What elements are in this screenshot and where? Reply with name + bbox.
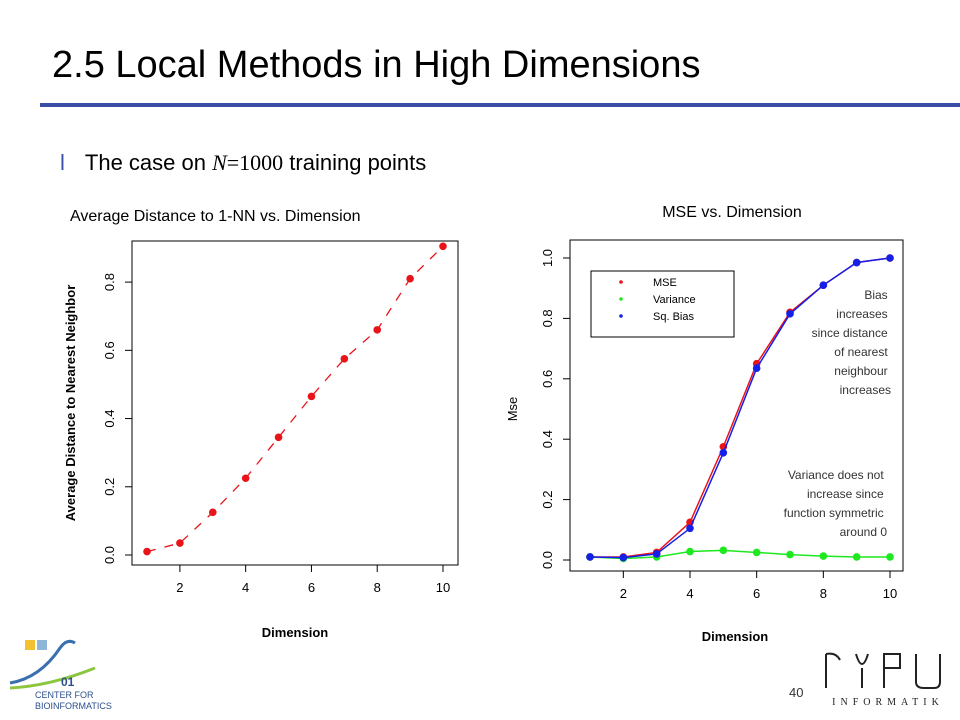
x-tick-label: 2 — [176, 580, 183, 595]
annotation-bias: Bias increases since distance of nearest… — [812, 288, 891, 397]
bullet-math-eq: =1000 — [226, 150, 284, 175]
y-tick-label: 0.6 — [102, 341, 117, 359]
y-axis-label: Mse — [505, 397, 520, 422]
data-point — [406, 274, 414, 283]
data-point — [686, 547, 694, 556]
legend-marker — [619, 297, 623, 301]
logo-left-line1: CENTER FOR — [35, 690, 94, 700]
legend-marker — [619, 314, 623, 318]
page-number: 40 — [789, 685, 804, 700]
bullet-math-var: N — [212, 150, 227, 175]
data-point — [786, 310, 794, 318]
data-point — [719, 546, 728, 555]
x-tick-label: 6 — [753, 586, 760, 601]
data-point — [886, 553, 894, 561]
bullet-marker: l — [60, 150, 65, 175]
data-point — [819, 281, 828, 289]
bullet-item: l The case on N =1000 training points — [60, 150, 426, 176]
nn-distance-chart: Average Distance to 1-NN vs. Dimension 2… — [63, 208, 459, 640]
x-tick-label: 4 — [686, 586, 693, 601]
x-tick-label: 8 — [820, 586, 827, 601]
data-point — [752, 364, 761, 373]
data-point — [340, 355, 349, 363]
data-point — [241, 474, 250, 483]
legend: MSE Variance Sq. Bias — [590, 270, 735, 338]
data-point — [439, 242, 447, 251]
data-point — [686, 524, 694, 533]
data-point — [852, 553, 861, 561]
data-point — [819, 552, 828, 560]
series-line-sq-bias — [589, 257, 891, 559]
legend-marker — [619, 280, 623, 284]
logo-left-line2: BIOINFORMATICS — [35, 701, 112, 711]
series-line — [146, 245, 444, 553]
data-point — [652, 550, 661, 558]
data-point — [274, 433, 283, 442]
x-tick-label: 2 — [620, 586, 627, 601]
data-point — [852, 258, 861, 267]
x-tick-label: 6 — [308, 580, 315, 595]
y-tick-label: 1.0 — [540, 249, 555, 267]
plot-frame — [569, 239, 904, 572]
y-tick-label: 0.4 — [540, 430, 555, 448]
data-point — [886, 254, 894, 262]
data-point — [307, 392, 316, 401]
x-tick-label: 10 — [436, 580, 450, 595]
y-tick-label: 0.2 — [540, 491, 555, 509]
svg-text:01: 01 — [61, 675, 75, 689]
title-rule — [40, 103, 960, 107]
data-point — [586, 553, 594, 561]
data-point — [143, 547, 151, 556]
y-axis-label: Average Distance to Nearest Neighbor — [63, 285, 78, 521]
data-point — [752, 548, 761, 557]
x-tick-label: 4 — [242, 580, 249, 595]
data-point — [719, 448, 728, 457]
legend-label: Sq. Bias — [653, 311, 694, 323]
y-tick-label: 0.8 — [540, 309, 555, 327]
y-tick-label: 0.4 — [102, 410, 117, 428]
y-tick-label: 0.0 — [540, 551, 555, 569]
y-tick-label: 0.2 — [102, 478, 117, 496]
chart-title: MSE vs. Dimension — [662, 204, 802, 221]
data-point — [373, 326, 382, 334]
x-axis-label: Dimension — [702, 629, 769, 644]
annotation-variance: Variance does not increase since functio… — [784, 468, 888, 539]
x-axis-label: Dimension — [262, 625, 329, 640]
x-tick-label: 8 — [374, 580, 381, 595]
informatik-logo: INFORMATIK — [825, 652, 944, 708]
data-point — [619, 553, 628, 562]
legend-label: Variance — [653, 294, 696, 306]
data-point — [208, 508, 217, 517]
legend-label: MSE — [653, 277, 677, 289]
series-line-variance — [589, 549, 890, 560]
y-tick-label: 0.6 — [540, 370, 555, 388]
chart-title: Average Distance to 1-NN vs. Dimension — [70, 208, 361, 225]
legend-box — [590, 270, 735, 338]
slide-title: 2.5 Local Methods in High Dimensions — [52, 44, 701, 86]
data-point — [786, 550, 794, 559]
bullet-text-pre: The case on — [84, 150, 213, 175]
center-for-bioinformatics-logo: 01 CENTER FOR BIOINFORMATICS — [9, 639, 112, 711]
x-tick-label: 10 — [883, 586, 897, 601]
data-point — [176, 539, 184, 547]
plot-frame — [131, 240, 459, 566]
y-tick-label: 0.8 — [102, 273, 117, 291]
bullet-text-post: training points — [283, 150, 427, 175]
y-tick-label: 0.0 — [102, 546, 117, 564]
logo-right-text: INFORMATIK — [832, 697, 944, 708]
mse-chart: MSE vs. Dimension 2 4 6 8 10 0.0 0.2 0.4 0.6 0.8 1… — [505, 204, 904, 644]
